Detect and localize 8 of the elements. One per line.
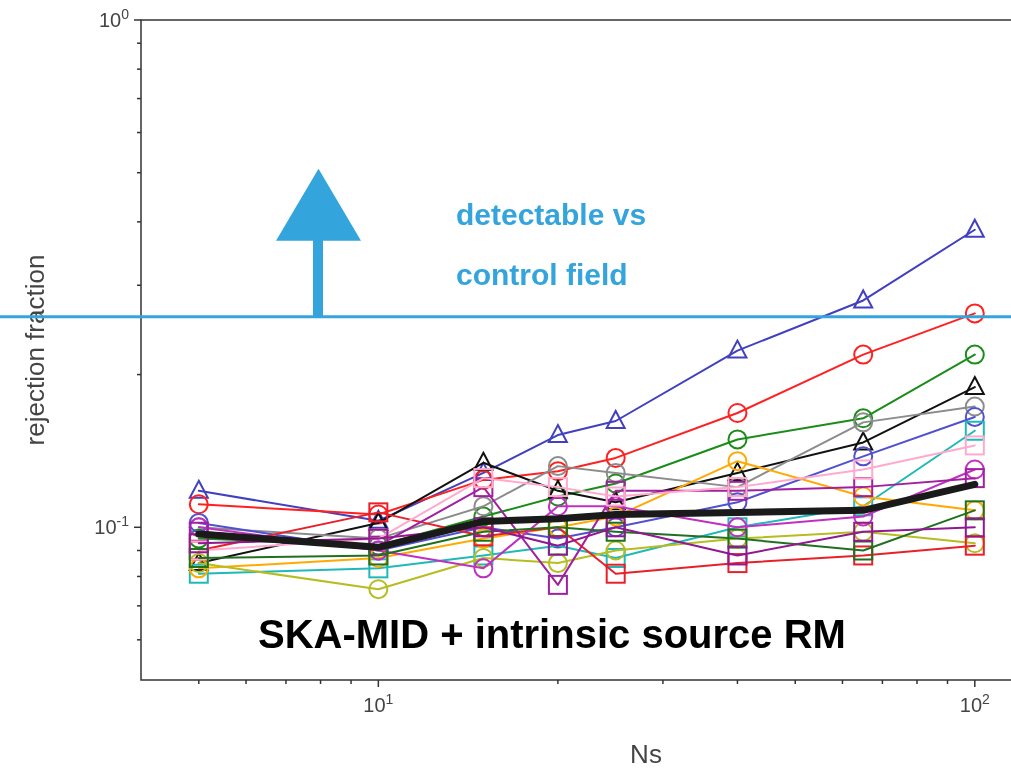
annotation: SKA-MID + intrinsic source RM	[258, 612, 846, 656]
y-axis-title: rejection fraction	[20, 254, 50, 446]
y-tick-label: 10$^{0}$	[98, 6, 130, 31]
y-tick-label: 10$^{-1}$	[94, 513, 130, 539]
x-tick-label: 10$^{2}$	[959, 691, 991, 716]
x-tick-label: 10$^{1}$	[363, 691, 394, 716]
x-axis-title: Ns	[630, 739, 662, 769]
ref-line-label: detectable vs control field	[456, 197, 647, 291]
